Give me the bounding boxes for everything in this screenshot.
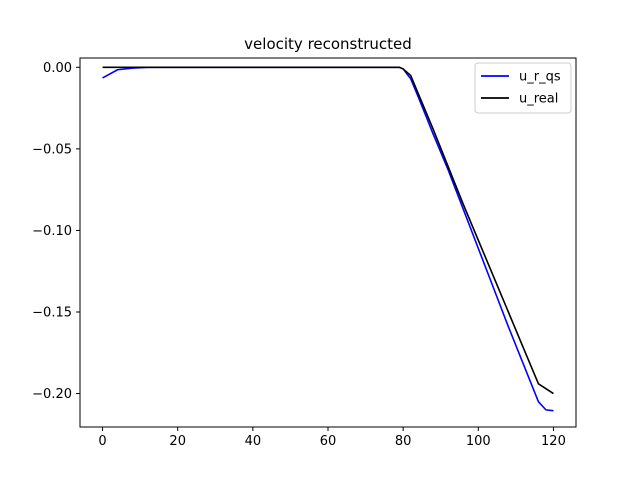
legend-label: u_real (519, 92, 558, 107)
series-line-u-r-qs (102, 66, 554, 412)
y-tick-label: −0.15 (32, 305, 72, 320)
x-tick-label: 40 (245, 434, 262, 449)
x-tick-label: 0 (98, 434, 106, 449)
y-tick-label: −0.20 (32, 387, 72, 402)
x-tick-label: 100 (466, 434, 491, 449)
x-tick-label: 20 (169, 434, 186, 449)
y-tick-label: 0.00 (43, 61, 72, 76)
chart-title: velocity reconstructed (244, 35, 412, 53)
y-axis: 0.00 −0.05 −0.10 −0.15 −0.20 (32, 61, 80, 402)
axes-frame (79, 57, 577, 428)
x-tick-label: 60 (320, 434, 337, 449)
x-tick-label: 80 (395, 434, 412, 449)
legend-label: u_r_qs (519, 70, 561, 85)
x-axis: 0 20 40 60 80 100 120 (98, 427, 566, 449)
y-tick-label: −0.10 (32, 224, 72, 239)
y-tick-label: −0.05 (32, 142, 72, 157)
series-line-u-real (102, 66, 554, 395)
legend: u_r_qs u_real (474, 62, 572, 114)
plot-area (102, 66, 554, 412)
x-tick-label: 120 (541, 434, 566, 449)
